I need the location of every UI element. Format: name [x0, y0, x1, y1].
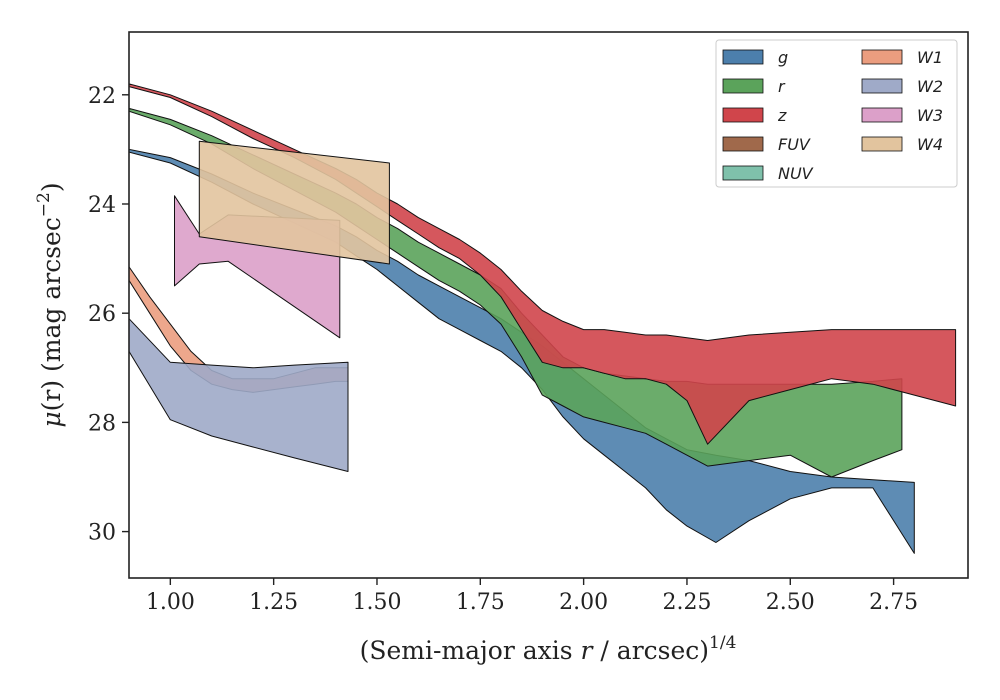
legend-swatch	[722, 78, 764, 94]
x-tick-label: 2.00	[559, 590, 608, 615]
y-tick-label: 24	[88, 193, 116, 218]
legend-item-w1: W1	[861, 48, 943, 67]
x-tick-label: 1.00	[146, 590, 195, 615]
legend-swatch	[861, 107, 903, 123]
legend-label: NUV	[778, 164, 814, 183]
legend-label: W3	[917, 106, 943, 125]
legend-swatch	[861, 49, 903, 65]
legend: grz FUV NUV W1 W2 W3 W4	[715, 39, 958, 188]
x-axis: 1.00 1.25 1.50 1.75 2.00 2.25 2.50 2.75	[146, 578, 918, 615]
y-axis-title: μ(r) (mag arcsec−2)	[34, 182, 66, 427]
legend-item-nuv: NUV	[722, 164, 814, 183]
x-tick-label: 2.75	[869, 590, 918, 615]
legend-swatch	[722, 49, 764, 65]
y-axis-title-var: (r)	[37, 380, 66, 411]
y-tick-label: 30	[88, 521, 116, 546]
legend-label: W2	[917, 77, 943, 96]
x-axis-title: (Semi-major axis r / arcsec)1/4	[360, 633, 737, 665]
legend-label: g	[778, 48, 788, 67]
legend-item-w2: W2	[861, 77, 943, 96]
legend-item-fuv: FUV	[722, 135, 811, 154]
legend-item-r: r	[722, 77, 786, 96]
y-axis-title-sym: μ	[37, 411, 66, 427]
x-axis-title-tail: / arcsec)	[592, 636, 709, 665]
x-tick-label: 1.75	[456, 590, 505, 615]
y-tick-label: 28	[88, 411, 116, 436]
legend-label: W1	[917, 48, 943, 67]
legend-swatch	[722, 165, 764, 181]
legend-swatch	[722, 107, 764, 123]
data-bands	[129, 83, 957, 554]
y-axis-title-unit: (mag arcsec	[37, 217, 66, 380]
x-axis-title-main: (Semi-major axis	[360, 636, 581, 665]
x-axis-title-var: r	[581, 636, 595, 665]
band-w2	[129, 318, 349, 472]
y-axis-title-exp: −2	[34, 192, 54, 217]
legend-label: FUV	[778, 135, 811, 154]
legend-swatch	[861, 78, 903, 94]
legend-label: z	[777, 106, 787, 125]
legend-swatch	[722, 136, 764, 152]
y-tick-label: 26	[88, 302, 116, 327]
legend-item-w4: W4	[861, 135, 943, 154]
plot-frame	[128, 31, 969, 579]
x-tick-label: 2.25	[662, 590, 711, 615]
y-axis: 22 24 26 28 30	[88, 84, 129, 546]
x-tick-label: 1.25	[249, 590, 298, 615]
legend-label: r	[778, 77, 786, 96]
x-tick-label: 1.50	[352, 590, 401, 615]
band-w4	[198, 140, 390, 265]
x-tick-label: 2.50	[766, 590, 815, 615]
legend-item-w3: W3	[861, 106, 943, 125]
y-axis-title-close: )	[37, 182, 66, 192]
legend-swatch	[861, 136, 903, 152]
y-tick-label: 22	[88, 84, 116, 109]
legend-item-z: z	[722, 106, 787, 125]
legend-label: W4	[917, 135, 943, 154]
x-axis-title-exp: 1/4	[709, 633, 736, 653]
legend-item-g: g	[722, 48, 788, 67]
